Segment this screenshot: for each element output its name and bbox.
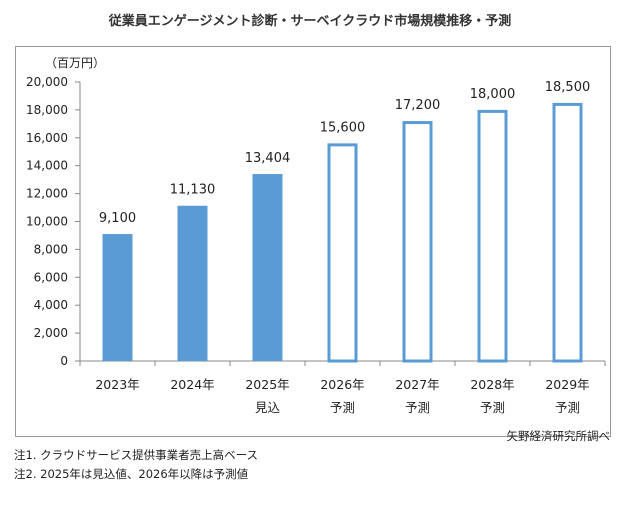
x-tick-label: 2027年 (395, 377, 439, 392)
y-tick-label: 16,000 (26, 131, 68, 145)
bar-2024年 (177, 205, 208, 361)
y-tick-label: 14,000 (26, 159, 68, 173)
y-tick-label: 2,000 (34, 326, 68, 340)
chart-frame (15, 46, 611, 437)
bar-2023年 (102, 234, 133, 361)
bar-2027年 (402, 121, 433, 363)
data-label: 17,200 (395, 98, 441, 113)
x-tick-sublabel: 予測 (405, 400, 430, 415)
data-label: 11,130 (170, 183, 216, 198)
x-tick-label: 2028年 (470, 377, 514, 392)
chart-title: 従業員エンゲージメント診断・サーベイクラウド市場規模推移・予測 (108, 14, 512, 29)
data-label: 18,000 (470, 87, 516, 102)
y-tick-label: 4,000 (34, 298, 68, 312)
y-tick-label: 18,000 (26, 103, 68, 117)
bar-2026年 (327, 143, 358, 363)
x-tick-sublabel: 予測 (480, 400, 505, 415)
x-tick-label: 2026年 (320, 377, 364, 392)
x-tick-sublabel: 予測 (330, 400, 355, 415)
data-label: 9,100 (99, 211, 136, 226)
y-tick-label: 12,000 (26, 187, 68, 201)
x-tick-label: 2025年 (245, 377, 289, 392)
bar-2025年 (252, 174, 283, 361)
x-tick-label: 2023年 (95, 377, 139, 392)
y-tick-label: 0 (60, 354, 68, 368)
x-tick-label: 2024年 (170, 377, 214, 392)
data-label: 13,404 (245, 151, 291, 166)
x-tick-label: 2029年 (545, 377, 589, 392)
data-label: 15,600 (320, 120, 366, 135)
y-tick-label: 8,000 (34, 242, 68, 256)
y-axis-unit-label: （百万円） (45, 56, 105, 70)
bar-2028年 (477, 109, 508, 363)
source-note: 矢野経済研究所調べ (506, 429, 611, 443)
note-2: 注2. 2025年は見込値、2026年以降は予測値 (14, 467, 249, 481)
note-1: 注1. クラウドサービス提供事業者売上高ベース (14, 448, 259, 462)
y-tick-label: 20,000 (26, 75, 68, 89)
y-tick-label: 10,000 (26, 215, 68, 229)
y-tick-label: 6,000 (34, 270, 68, 284)
data-label: 18,500 (545, 80, 591, 95)
bar-2029年 (552, 102, 583, 363)
x-tick-sublabel: 見込 (255, 400, 281, 415)
x-tick-sublabel: 予測 (555, 400, 580, 415)
